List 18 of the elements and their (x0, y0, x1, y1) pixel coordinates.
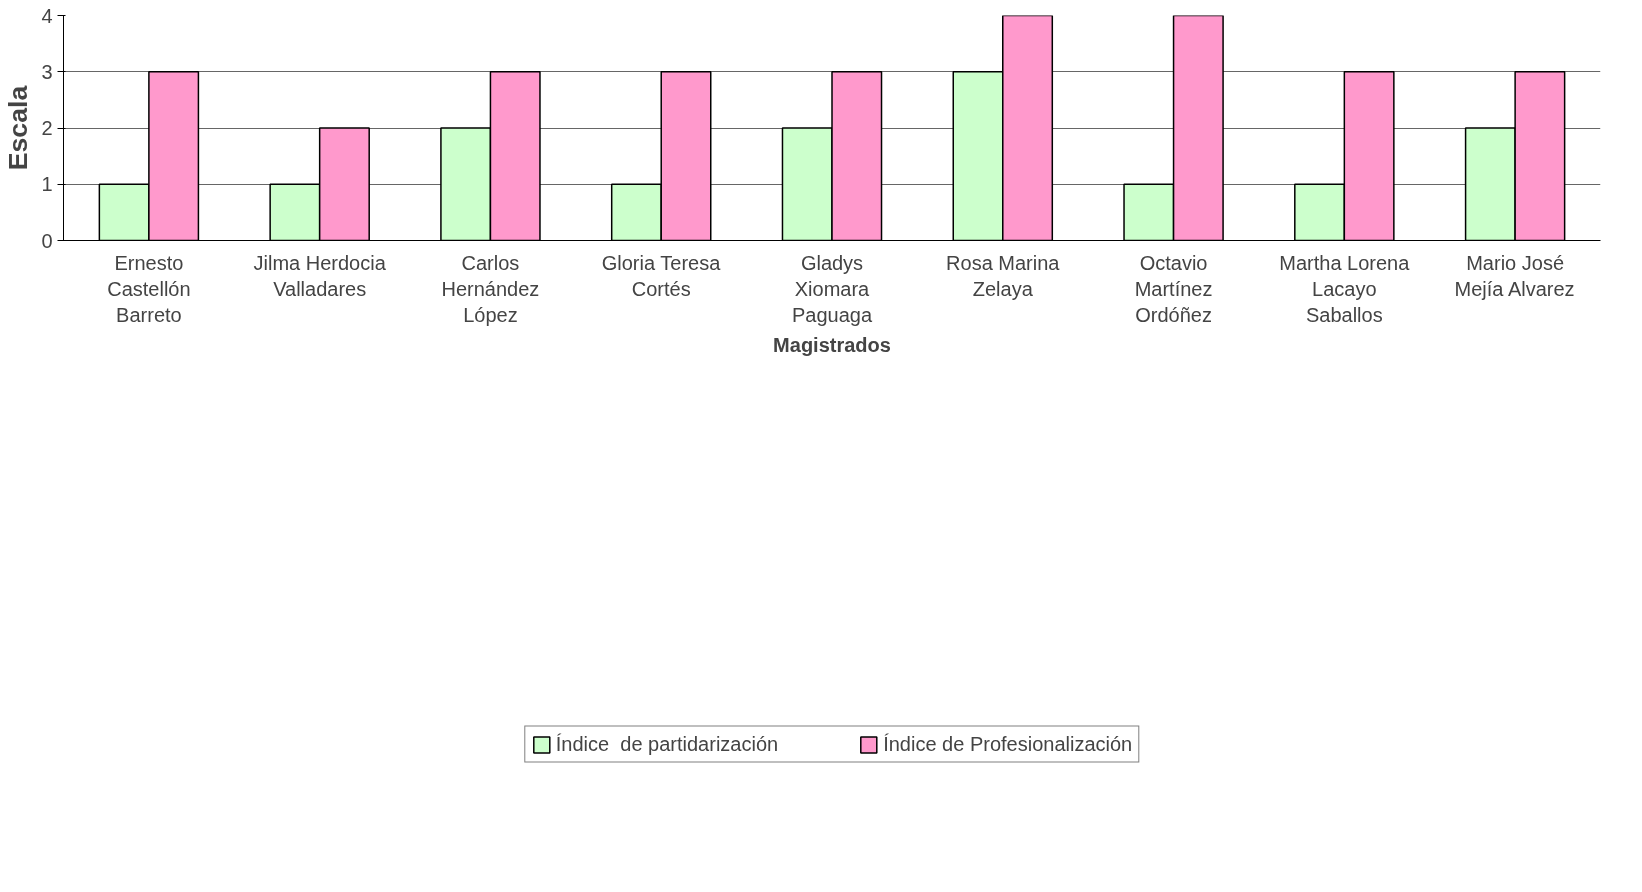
x-tick-label: Jilma Herdocia Valladares (253, 251, 387, 300)
x-tick-label: Martha Lorena Lacayo Saballos (1279, 251, 1411, 327)
x-tick-label: Octavio Martínez Ordóñez (1134, 251, 1213, 327)
y-axis-title: Escala (3, 85, 34, 171)
y-tick-label: 4 (41, 4, 53, 27)
x-axis-title: Magistrados (773, 334, 891, 357)
x-tick-label: Rosa Marina Zelaya (946, 251, 1061, 300)
x-tick-label: Ernesto Castellón Barreto (107, 251, 191, 327)
x-tick-label: Mario José Mejía Alvarez (1454, 251, 1575, 300)
legend-label: Índice de partidarización (555, 732, 779, 756)
y-tick-label: 2 (41, 117, 53, 139)
y-tick-label: 3 (41, 60, 53, 83)
y-tick-label: 1 (41, 173, 53, 196)
x-tick-label: Carlos Hernández López (441, 251, 540, 327)
legend-label: Índice de Profesionalización (883, 732, 1133, 756)
x-tick-label: Gloria Teresa Cortés (601, 251, 722, 300)
x-tick-label: Gladys Xiomara Paguaga (791, 251, 873, 327)
y-tick-label: 0 (41, 229, 53, 252)
